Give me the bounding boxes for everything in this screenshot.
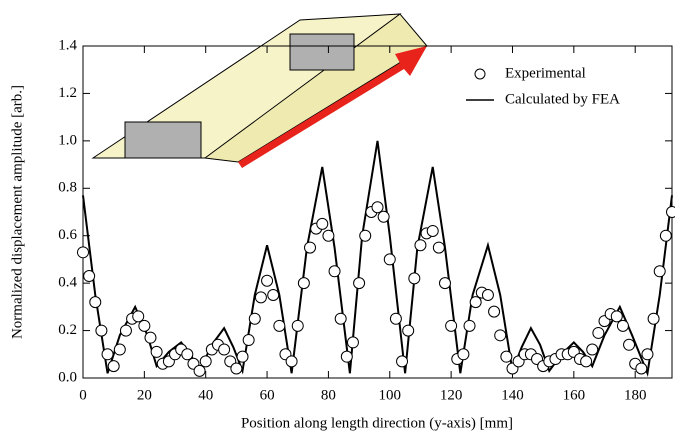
legend-label: Calculated by FEA [505,91,620,107]
data-point [654,266,665,277]
data-point [96,325,107,336]
data-point [433,242,444,253]
x-tick-label: 80 [321,387,336,403]
y-tick-label: 1.0 [58,132,77,148]
data-point [323,230,334,241]
y-axis-label: Normalized displacement amplitude [arb.] [9,85,25,339]
y-tick-label: 0.2 [58,322,77,338]
data-point [464,320,475,331]
data-point [409,273,420,284]
y-tick-label: 0.8 [58,180,77,196]
data-point [305,242,316,253]
x-tick-label: 180 [624,387,647,403]
data-point [84,271,95,282]
x-tick-label: 140 [501,387,524,403]
legend: Experimental Calculated by FEA [466,65,620,107]
data-point [415,240,426,251]
data-point [617,320,628,331]
data-point [636,363,647,374]
x-tick-label: 120 [440,387,463,403]
data-point [298,278,309,289]
data-point [642,349,653,360]
x-tick-label: 40 [198,387,213,403]
data-point [347,337,358,348]
data-point [329,266,340,277]
data-point [397,356,408,367]
data-point [90,297,101,308]
data-point [360,230,371,241]
data-point [390,313,401,324]
data-point [427,225,438,236]
y-tick-label: 1.4 [58,37,77,53]
data-point [262,275,273,286]
data-point [660,230,671,241]
x-tick-label: 0 [79,387,87,403]
data-point [587,344,598,355]
legend-marker [475,69,485,79]
data-point [194,365,205,376]
data-point [593,327,604,338]
data-point [335,313,346,324]
data-point [384,254,395,265]
data-point [648,313,659,324]
data-point [114,344,125,355]
data-point [200,356,211,367]
data-point [581,356,592,367]
data-point [151,346,162,357]
data-point [255,292,266,303]
data-point [108,361,119,372]
data-point [102,349,113,360]
data-point [495,330,506,341]
data-point [78,247,89,258]
data-point [120,325,131,336]
x-tick-label: 160 [563,387,586,403]
legend-label: Experimental [505,65,586,81]
data-point [378,211,389,222]
block [290,34,354,70]
data-point [624,339,635,350]
data-point [249,313,260,324]
data-point [268,290,279,301]
data-point [139,320,150,331]
fea-line [83,141,672,373]
x-tick-label: 60 [260,387,275,403]
data-point [286,356,297,367]
y-tick-label: 0.4 [58,275,77,291]
data-point [501,351,512,362]
data-point [145,332,156,343]
data-point [403,325,414,336]
data-point [439,278,450,289]
data-point [667,207,675,218]
y-tick-label: 0.6 [58,227,77,243]
x-tick-label: 100 [379,387,402,403]
data-point [317,218,328,229]
data-point [458,349,469,360]
data-point [274,320,285,331]
y-tick-label: 1.2 [58,85,77,101]
data-point [446,320,457,331]
x-axis-label: Position along length direction (y-axis)… [241,415,513,431]
data-point [354,278,365,289]
data-point [182,349,193,360]
data-point [372,202,383,213]
data-point [231,363,242,374]
data-point [243,335,254,346]
data-point [470,297,481,308]
data-point [237,351,248,362]
y-tick-label: 0.0 [58,369,77,385]
data-point [292,320,303,331]
data-point [611,311,622,322]
data-point [482,290,493,301]
data-point [133,311,144,322]
x-tick-label: 20 [137,387,152,403]
data-point [219,344,230,355]
data-point [341,351,352,362]
block [125,122,201,158]
data-point [489,306,500,317]
